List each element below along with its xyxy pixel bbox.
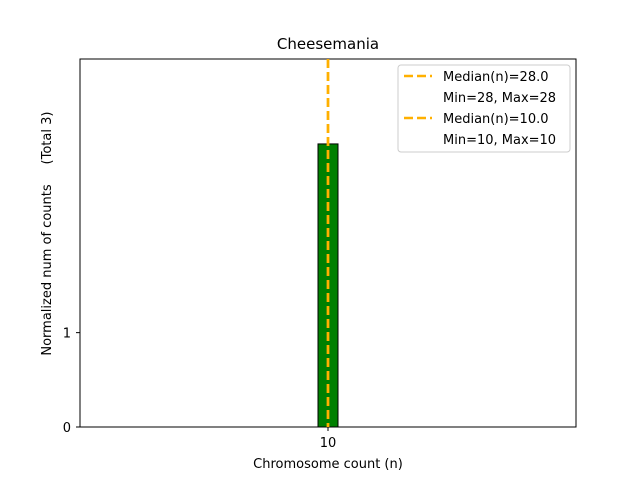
legend-label-2: Median(n)=10.0 — [443, 112, 549, 127]
x-ticks-group: 10 — [320, 427, 337, 451]
chart-title: Cheesemania — [277, 35, 379, 53]
y-tick-label: 0 — [63, 421, 71, 436]
y-tick-label: 1 — [63, 327, 71, 342]
legend-sublabel-2: Min=10, Max=10 — [443, 133, 556, 148]
legend-box — [397, 64, 571, 153]
x-axis-label: Chromosome count (n) — [253, 457, 403, 472]
legend-sublabel-1: Min=28, Max=28 — [443, 91, 556, 106]
x-tick-label: 10 — [320, 436, 337, 451]
y-axis-label: Normalized num of counts — [40, 184, 55, 355]
legend: Median(n)=28.0 Min=28, Max=28 Median(n)=… — [397, 64, 571, 153]
y-ticks-group: 01 — [63, 327, 80, 436]
y-axis-total-label: (Total 3) — [40, 112, 55, 165]
legend-label-1: Median(n)=28.0 — [443, 70, 549, 85]
